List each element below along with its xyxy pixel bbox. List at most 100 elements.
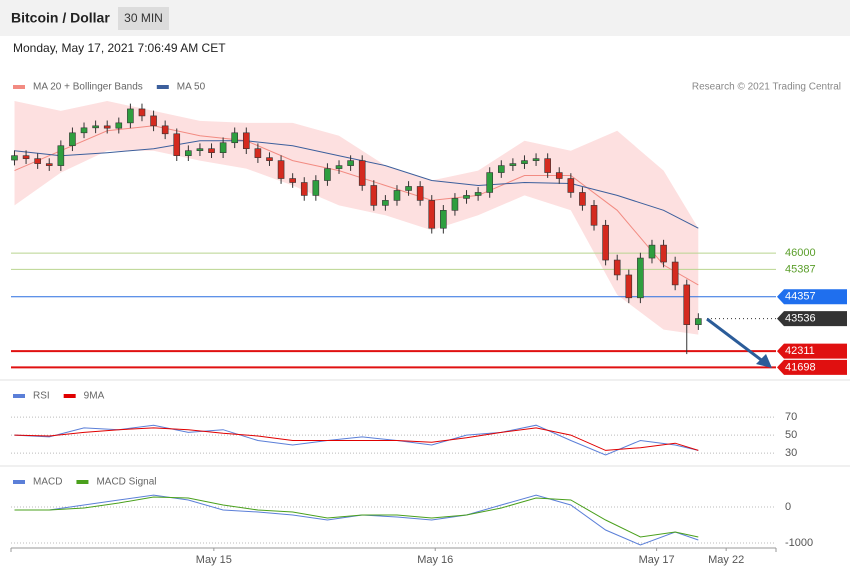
candle-body [555,172,563,179]
candle-body [312,180,320,196]
timestamp: Monday, May 17, 2021 7:06:49 AM CET [13,41,226,55]
candle-body [208,148,215,153]
level-label: 44357 [785,291,816,303]
candle-body [45,163,53,166]
candle-body [335,165,343,169]
level-label: 42311 [785,345,815,357]
legend-label: MACD [33,477,62,488]
y-tick-label: 0 [785,501,791,513]
interval: 30 MIN [124,11,163,25]
indicator-line [14,427,699,451]
legend-swatch [156,85,169,89]
candle-body [474,192,482,196]
candle-body [185,150,192,156]
level-label-box [777,289,847,305]
y-tick-label: 30 [785,447,797,459]
candle-body [266,157,273,161]
candle-body [370,185,378,206]
candle-body [57,145,65,166]
candle-body [521,160,528,164]
candle-body [150,115,157,127]
candle-body [115,122,123,129]
level-label: 43536 [785,312,816,324]
candle-body [161,125,169,135]
candle-body [347,160,354,166]
candle-body [358,160,366,186]
legend-label: 9MA [84,391,105,402]
title: Bitcoin / Dollar [11,10,110,26]
forecast-arrow [706,317,765,364]
candle-body [451,198,459,211]
y-tick-label: -1000 [785,537,813,549]
candle-body [289,178,296,183]
bollinger-band [14,101,699,335]
legend-label: MACD Signal [96,477,156,488]
legend-swatch [13,85,25,89]
candle-body [648,244,656,259]
candle-body [486,172,494,193]
candle-body [637,257,644,299]
level-label: 41698 [785,361,816,373]
candle-body [590,205,598,226]
candle-body [428,200,436,229]
level-label: 46000 [785,247,816,259]
candle-body [277,160,285,179]
candle-body [173,133,181,156]
candle-body [231,132,239,144]
candle-body [254,148,262,158]
candle-body [440,210,447,229]
candle-body [567,178,575,193]
candle-body [11,155,18,161]
indicator-line [14,496,699,538]
candle-body [625,274,633,299]
candle-body [382,200,389,206]
source: Research © 2021 Trading Central [692,82,841,93]
legend-label: RSI [33,391,50,402]
legend-swatch [13,480,25,484]
candle-body [324,168,331,181]
candle-body [22,155,30,159]
candle-body [393,190,401,201]
candle-body [532,158,540,161]
candle-body [103,125,111,129]
candle-body [92,125,99,129]
candle-body [416,186,424,201]
legend-swatch [76,480,89,484]
level-label: 45387 [785,263,816,275]
level-label-box [777,311,847,327]
legend-swatch [63,394,76,398]
candle-body [602,224,609,261]
candle-body [219,142,227,153]
candle-body [695,318,702,325]
candle-body [34,158,41,164]
candle-body [463,195,470,199]
forecast-arrowhead [756,354,772,368]
x-tick-label: May 17 [639,554,675,566]
x-tick-label: May 16 [417,554,453,566]
legend-swatch [13,394,25,398]
candle-body [613,259,621,276]
indicator-line [14,494,699,546]
candle-body [242,132,250,150]
x-tick-label: May 15 [196,554,232,566]
indicator-line [14,424,699,456]
interval-badge [118,7,169,30]
candle-body [127,108,134,124]
level-label-box [777,343,847,359]
candle-body [69,132,76,147]
candle-body [80,127,88,134]
candle-body [579,192,586,206]
y-tick-label: 50 [785,429,797,441]
legend-label: MA 20 + Bollinger Bands [33,82,143,93]
y-tick-label: 70 [785,411,797,423]
x-tick-label: May 22 [708,554,744,566]
candle-body [683,284,691,325]
candle-body [196,148,204,151]
candle-body [497,165,505,173]
candle-body [671,261,679,286]
candle-body [660,244,667,263]
candle-body [544,158,551,173]
legend-label: MA 50 [177,82,206,93]
